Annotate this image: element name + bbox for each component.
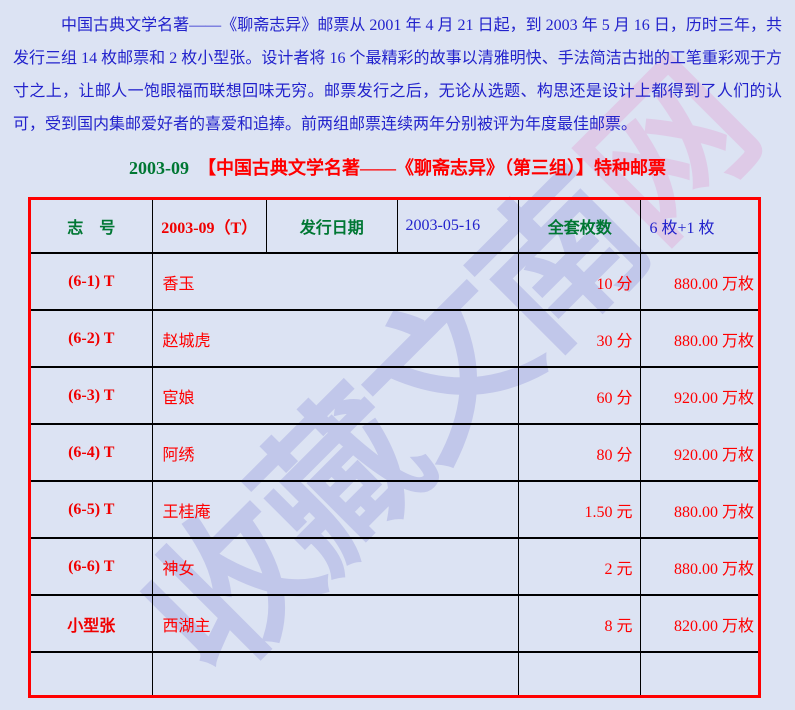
cell-denomination: 60 分	[517, 366, 642, 425]
table-row: (6-6) T 神女 2 元 880.00 万枚	[29, 537, 760, 596]
cell-denomination: 10 分	[517, 252, 642, 311]
cell-quantity: 920.00 万枚	[640, 423, 760, 482]
cell-stamp-name: 赵城虎	[151, 309, 519, 368]
cell-stamp-name: 西湖主	[151, 594, 519, 653]
cell-quantity: 880.00 万枚	[640, 480, 760, 539]
cell-denomination: 30 分	[517, 309, 642, 368]
cell-denomination: 8 元	[517, 594, 642, 653]
header-catalog-value: 2003-09（T）	[151, 197, 267, 254]
table-row: (6-5) T 王桂庵 1.50 元 880.00 万枚	[29, 480, 760, 539]
header-catalog-label: 志 号	[29, 197, 153, 254]
cell-quantity: 880.00 万枚	[640, 309, 760, 368]
cell-stamp-name: 香玉	[151, 252, 519, 311]
cell-stamp-number: (6-6) T	[29, 537, 153, 596]
table-row-partial	[29, 651, 760, 698]
table-row: 小型张 西湖主 8 元 820.00 万枚	[29, 594, 760, 653]
page-title: 2003-09 【中国古典文学名著——《聊斋志异》（第三组）】特种邮票	[0, 154, 795, 180]
cell-stamp-number: (6-5) T	[29, 480, 153, 539]
table-header-row: 志 号 2003-09（T） 发行日期 2003-05-16 全套枚数 6 枚+…	[29, 197, 760, 254]
cell-denomination: 1.50 元	[517, 480, 642, 539]
cell-stamp-name: 神女	[151, 537, 519, 596]
title-issue-code: 2003-09	[129, 158, 189, 178]
partial-cell	[517, 651, 642, 698]
stamp-issue-table: 志 号 2003-09（T） 发行日期 2003-05-16 全套枚数 6 枚+…	[28, 197, 761, 698]
partial-cell	[151, 651, 519, 698]
cell-denomination: 80 分	[517, 423, 642, 482]
table-row: (6-4) T 阿绣 80 分 920.00 万枚	[29, 423, 760, 482]
cell-stamp-name: 阿绣	[151, 423, 519, 482]
header-issue-date-value: 2003-05-16	[396, 197, 519, 254]
partial-cell	[29, 651, 153, 698]
partial-cell	[640, 651, 760, 698]
cell-stamp-number: (6-4) T	[29, 423, 153, 482]
cell-quantity: 920.00 万枚	[640, 366, 760, 425]
cell-stamp-number: 小型张	[29, 594, 153, 653]
cell-stamp-name: 王桂庵	[151, 480, 519, 539]
cell-denomination: 2 元	[517, 537, 642, 596]
cell-stamp-number: (6-2) T	[29, 309, 153, 368]
header-issue-date-label: 发行日期	[265, 197, 398, 254]
cell-stamp-number: (6-3) T	[29, 366, 153, 425]
title-text: 【中国古典文学名著——《聊斋志异》（第三组）】特种邮票	[198, 158, 666, 178]
cell-quantity: 880.00 万枚	[640, 252, 760, 311]
cell-quantity: 820.00 万枚	[640, 594, 760, 653]
intro-paragraph: 中国古典文学名著——《聊斋志异》邮票从 2001 年 4 月 21 日起，到 2…	[13, 17, 782, 133]
table-row: (6-2) T 赵城虎 30 分 880.00 万枚	[29, 309, 760, 368]
header-set-count-label: 全套枚数	[517, 197, 642, 254]
header-set-count-value: 6 枚+1 枚	[640, 197, 760, 254]
table-row: (6-3) T 宦娘 60 分 920.00 万枚	[29, 366, 760, 425]
cell-stamp-name: 宦娘	[151, 366, 519, 425]
table-row: (6-1) T 香玉 10 分 880.00 万枚	[29, 252, 760, 311]
cell-stamp-number: (6-1) T	[29, 252, 153, 311]
cell-quantity: 880.00 万枚	[640, 537, 760, 596]
